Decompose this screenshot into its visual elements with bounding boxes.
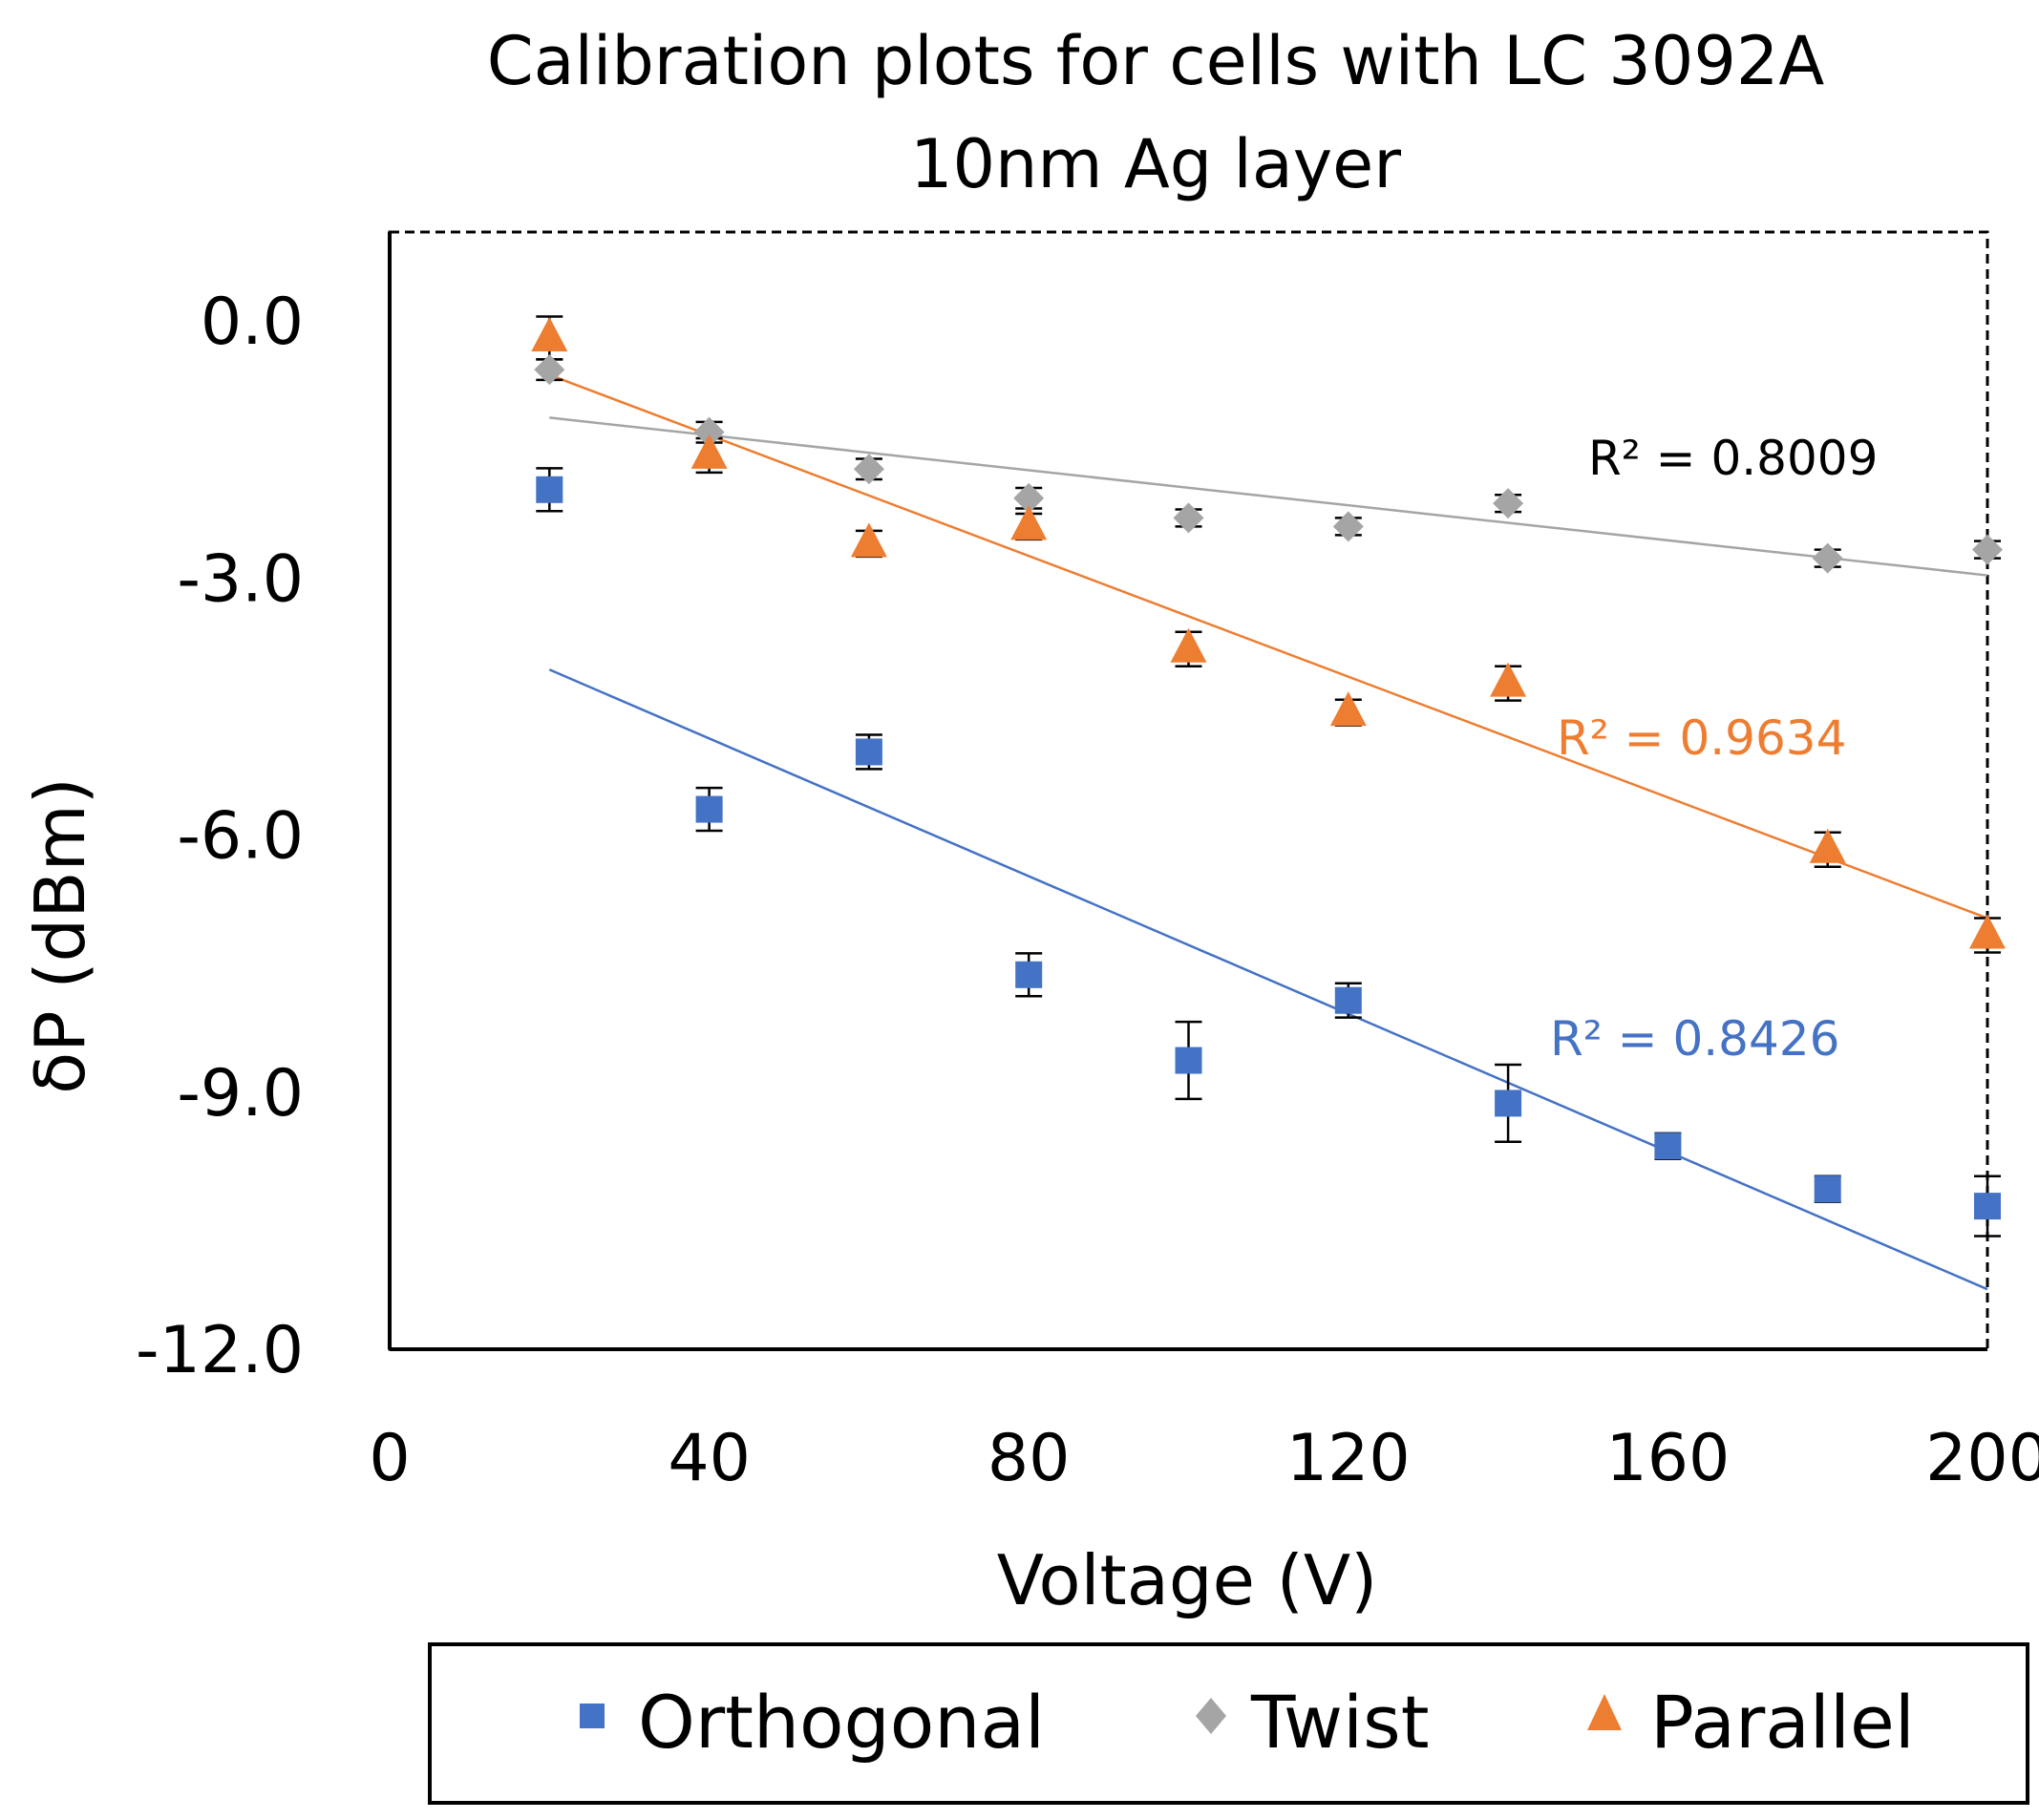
- chart-title-line-2: 10nm Ag layer: [910, 125, 1401, 203]
- legend-twist-swatch: [1196, 1698, 1226, 1734]
- x-tick-label: 120: [1286, 1421, 1411, 1496]
- x-tick-label: 200: [1925, 1421, 2039, 1496]
- twist-point: [1812, 542, 1843, 574]
- parallel-point: [1010, 505, 1048, 540]
- orthogonal-point: [1495, 1090, 1522, 1117]
- orthogonal-point: [1814, 1175, 1841, 1203]
- parallel-point: [1969, 914, 2006, 949]
- parallel-point: [1490, 662, 1527, 697]
- legend-twist-label: Twist: [1250, 1680, 1430, 1765]
- orthogonal-point: [1654, 1132, 1682, 1160]
- twist-point: [1173, 502, 1204, 534]
- orthogonal-point: [536, 476, 563, 503]
- parallel-point: [531, 316, 568, 351]
- twist-point: [853, 454, 884, 485]
- legend-orthogonal-swatch: [580, 1704, 605, 1728]
- plot-area-border: [388, 230, 1989, 1351]
- x-axis-label: Voltage (V): [997, 1540, 1377, 1620]
- y-tick-label: -9.0: [177, 1056, 304, 1132]
- y-tick-label: 0.0: [201, 285, 304, 360]
- legend-parallel-label: Parallel: [1650, 1680, 1915, 1765]
- chart-title-line-1: Calibration plots for cells with LC 3092…: [487, 22, 1825, 100]
- y-tick-label: -6.0: [177, 799, 304, 875]
- orthogonal-point: [1334, 986, 1362, 1014]
- x-tick-label: 160: [1606, 1421, 1731, 1496]
- orthogonal-point: [1974, 1193, 2001, 1220]
- parallel-point: [1329, 691, 1367, 727]
- orthogonal-trendline: [548, 668, 1988, 1291]
- y-tick-label: -12.0: [136, 1313, 304, 1388]
- parallel-r2-label: R² = 0.9634: [1557, 710, 1846, 766]
- orthogonal-point: [1175, 1047, 1202, 1074]
- twist-point: [1493, 488, 1524, 519]
- twist-point: [534, 354, 565, 386]
- y-axis-label: δP (dBm): [20, 777, 100, 1094]
- parallel-trendline: [548, 373, 1988, 920]
- x-tick-label: 40: [668, 1421, 751, 1496]
- parallel-point: [690, 434, 728, 469]
- orthogonal-point: [855, 738, 882, 766]
- twist-point: [1013, 482, 1045, 514]
- x-tick-label: 0: [369, 1421, 410, 1496]
- y-tick-labels: 0.0 -3.0 -6.0 -9.0 -12.0: [136, 285, 304, 1388]
- x-tick-labels: 0 40 80 120 160 200: [369, 1421, 2039, 1496]
- parallel-point: [850, 522, 887, 558]
- legend-box: [428, 1642, 2029, 1805]
- legend-orthogonal-label: Orthogonal: [638, 1680, 1045, 1765]
- legend-parallel-swatch: [1587, 1694, 1622, 1730]
- orthogonal-point: [1015, 961, 1043, 988]
- data-markers: [531, 316, 2006, 1220]
- orthogonal-point: [695, 795, 723, 823]
- y-tick-label: -3.0: [177, 541, 304, 617]
- orthogonal-r2-label: R² = 0.8426: [1550, 1011, 1839, 1067]
- parallel-point: [1170, 627, 1207, 663]
- twist-point: [1972, 534, 2003, 565]
- twist-trendline: [549, 416, 1988, 577]
- twist-r2-label: R² = 0.8009: [1588, 431, 1878, 486]
- twist-point: [693, 416, 725, 448]
- parallel-point: [1809, 828, 1846, 863]
- twist-point: [1332, 511, 1364, 542]
- x-tick-label: 80: [988, 1421, 1071, 1496]
- trendlines: [548, 373, 1988, 1291]
